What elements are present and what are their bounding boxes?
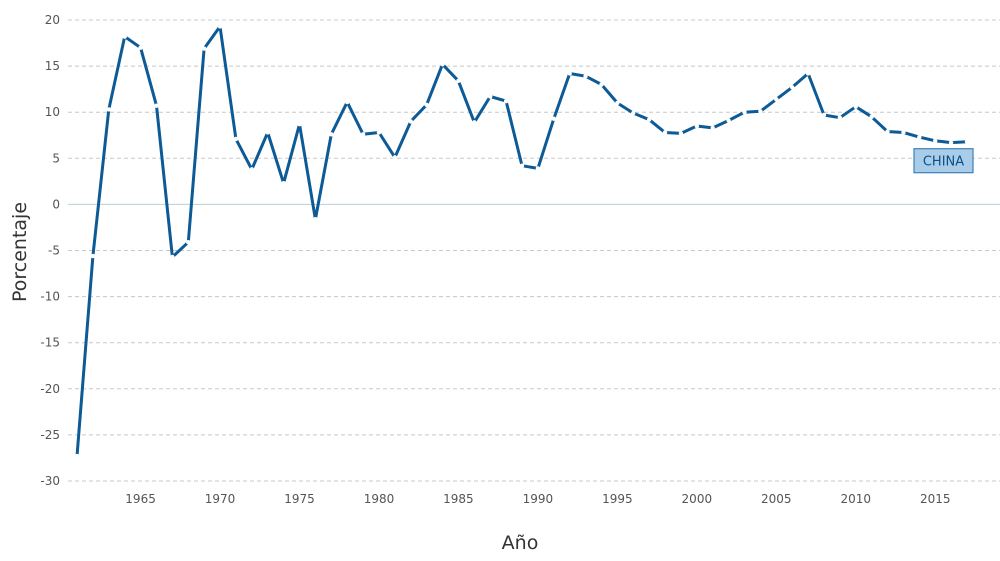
points-layer <box>74 24 970 459</box>
y-tick-label: -30 <box>40 474 60 488</box>
y-tick-label: 0 <box>52 197 60 211</box>
grid <box>68 19 1000 482</box>
data-point <box>217 24 223 29</box>
data-point <box>821 112 827 118</box>
data-point <box>360 132 366 137</box>
x-tick-label: 2010 <box>840 492 871 506</box>
x-tick-label: 1980 <box>364 492 395 506</box>
data-point <box>488 94 493 99</box>
y-tick-label: -25 <box>40 428 60 442</box>
x-tick-label: 2005 <box>761 492 792 506</box>
data-point <box>519 163 525 168</box>
y-tick-label: -15 <box>40 336 60 350</box>
data-point <box>154 103 159 108</box>
data-point <box>758 109 763 114</box>
data-point <box>599 82 604 87</box>
data-point <box>201 46 207 51</box>
x-tick-label: 1975 <box>284 492 315 506</box>
data-point <box>90 253 96 259</box>
data-point <box>74 453 80 459</box>
data-point <box>869 114 874 120</box>
x-tick-label: 1965 <box>125 492 156 506</box>
data-point <box>440 62 445 67</box>
y-tick-label: 5 <box>52 151 60 165</box>
data-point <box>281 180 286 186</box>
data-point <box>710 125 715 131</box>
data-point <box>329 132 334 137</box>
data-point <box>376 130 382 135</box>
data-point <box>392 155 398 160</box>
data-point <box>424 102 429 108</box>
data-point <box>456 78 461 84</box>
data-point <box>901 130 906 135</box>
data-point <box>313 216 318 222</box>
data-point <box>472 120 477 125</box>
data-point <box>805 71 811 76</box>
series-line-china <box>75 25 969 458</box>
y-axis-ticks: 20 15 10 5 0 -5 -10 -15 -20 -25 -30 <box>40 13 60 488</box>
data-point <box>742 110 747 115</box>
data-point <box>646 117 652 122</box>
data-point <box>853 104 858 109</box>
series-label: CHINA <box>923 155 964 170</box>
data-point <box>106 107 111 112</box>
x-tick-label: 2000 <box>682 492 713 506</box>
data-point <box>249 167 255 172</box>
y-tick-label: -20 <box>40 382 60 396</box>
data-point <box>948 140 954 145</box>
x-axis-title: Año <box>502 532 539 554</box>
data-point <box>408 119 413 124</box>
data-point <box>535 166 541 171</box>
x-tick-label: 1990 <box>523 492 554 506</box>
x-tick-label: 1970 <box>205 492 236 506</box>
data-point <box>789 85 795 90</box>
series-label-layer: CHINA <box>913 148 974 174</box>
y-tick-label: -5 <box>48 244 60 258</box>
data-point <box>933 138 938 143</box>
data-point <box>186 240 191 245</box>
x-tick-label: 1985 <box>443 492 474 506</box>
data-point <box>694 123 700 129</box>
data-point <box>678 131 684 136</box>
data-point <box>567 71 572 76</box>
data-point <box>551 116 556 121</box>
data-point <box>774 97 779 102</box>
y-tick-label: 10 <box>45 105 60 119</box>
data-point <box>885 129 890 134</box>
data-point <box>726 118 731 123</box>
data-point <box>122 34 127 39</box>
data-point <box>138 45 143 50</box>
data-point <box>964 139 970 144</box>
data-point <box>265 130 270 135</box>
data-point <box>917 134 922 140</box>
y-axis-title: Porcentaje <box>9 202 31 302</box>
y-tick-label: 15 <box>45 59 60 73</box>
y-tick-label: -10 <box>40 290 60 304</box>
data-point <box>233 136 239 142</box>
y-tick-label: 20 <box>45 13 60 27</box>
data-point <box>170 254 175 260</box>
data-point <box>662 130 668 135</box>
series-label-box <box>913 148 974 174</box>
data-point <box>615 100 620 106</box>
data-point <box>631 110 636 116</box>
data-point <box>344 99 350 105</box>
x-tick-label: 2015 <box>920 492 951 506</box>
series-layer <box>75 25 969 458</box>
data-point <box>297 121 302 127</box>
data-point <box>503 98 509 104</box>
data-point <box>583 74 588 79</box>
data-point <box>837 115 843 120</box>
x-axis-ticks: 1965 1970 1975 1980 1985 1990 1995 2000 2005 2010… <box>125 492 950 506</box>
x-tick-label: 1995 <box>602 492 633 506</box>
